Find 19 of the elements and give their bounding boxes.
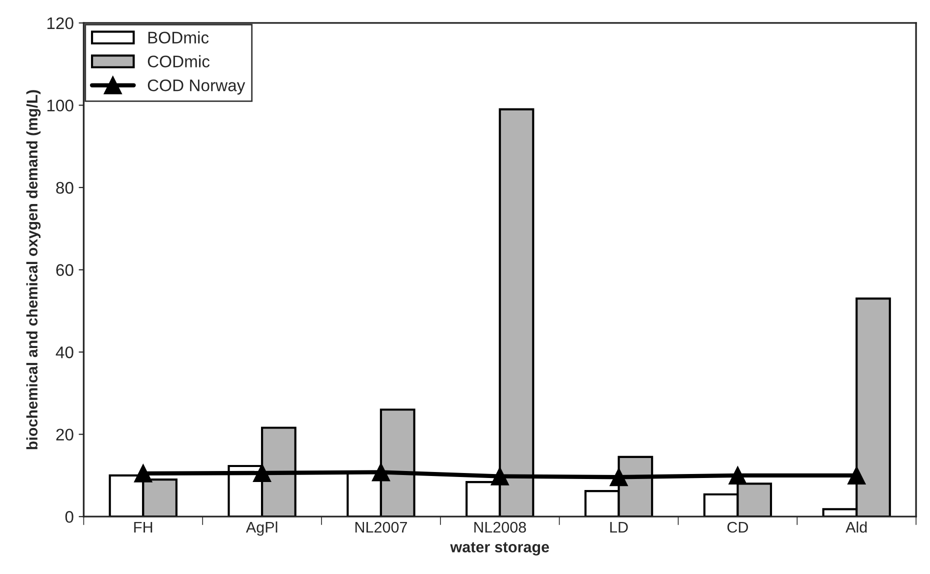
- x-tick-label: NL2008: [474, 522, 526, 533]
- y-tick-label: 0: [65, 511, 74, 523]
- y-tick-label: 100: [47, 100, 74, 112]
- x-axis-title: water storage: [450, 542, 550, 556]
- x-tick-label: NL2007: [355, 522, 407, 533]
- y-tick-label: 120: [47, 17, 74, 30]
- y-tick-label: 80: [56, 182, 74, 194]
- y-tick-label: 40: [56, 346, 74, 358]
- x-tick-label: FH: [134, 522, 152, 533]
- x-tick-label: AgPl: [246, 521, 278, 536]
- x-tick-label: Ald: [846, 521, 867, 533]
- y-axis-title: biochemical and chemical oxygen demand (mg/L): [26, 90, 41, 450]
- x-tick-label: LD: [610, 522, 628, 533]
- legend-label: BODmic: [148, 31, 209, 44]
- legend-label: CODmic: [148, 55, 210, 68]
- y-tick-label: 60: [56, 264, 74, 276]
- legend-label: COD Norway: [148, 79, 246, 95]
- y-tick-label: 20: [56, 428, 74, 441]
- x-tick-label: CD: [727, 522, 748, 533]
